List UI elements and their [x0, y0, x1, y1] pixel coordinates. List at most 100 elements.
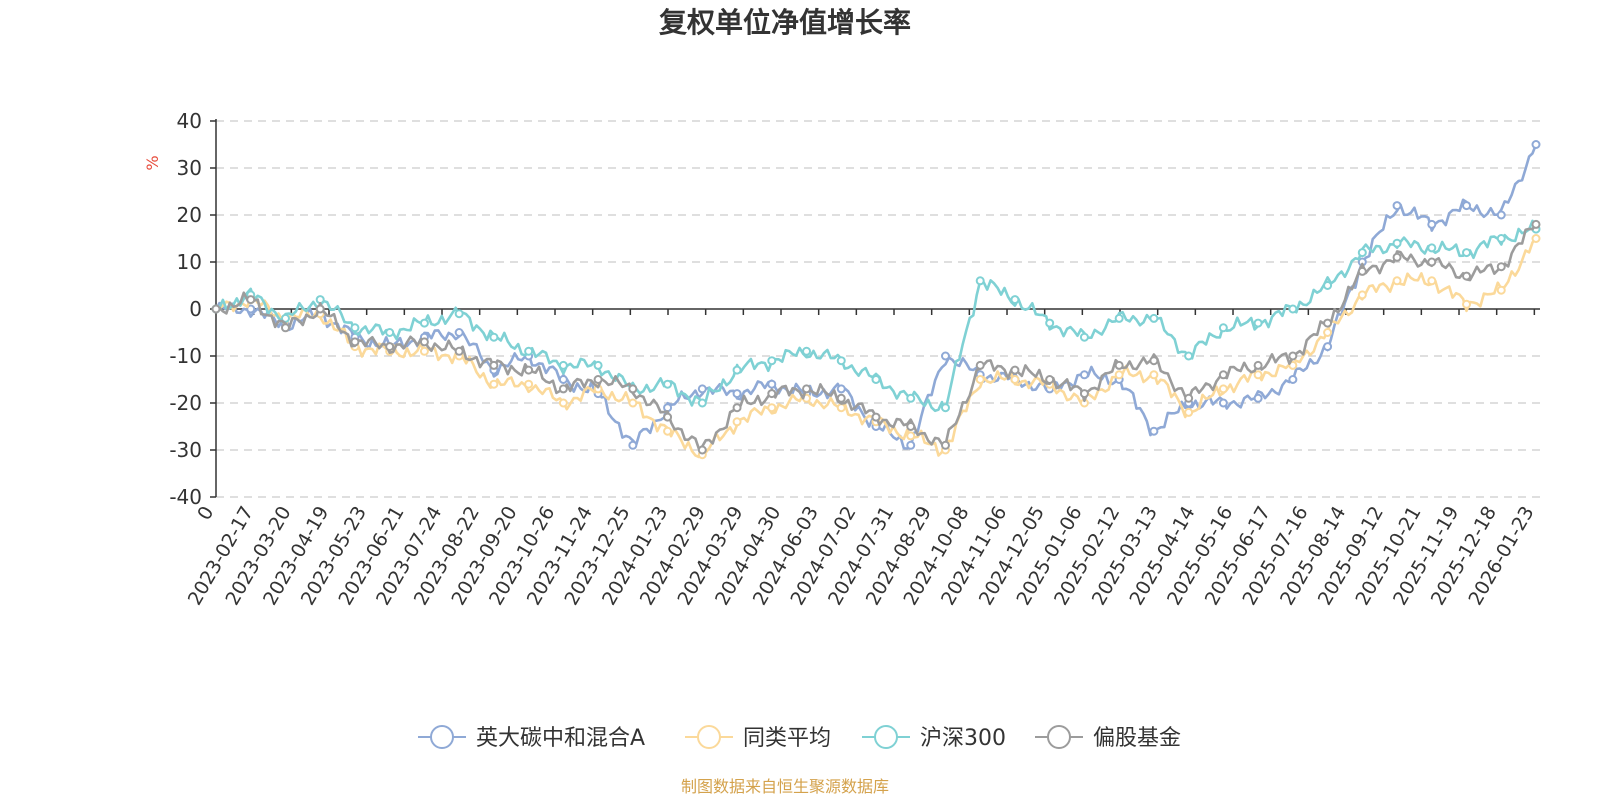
data-point — [1392, 201, 1402, 211]
data-point — [1079, 389, 1089, 399]
data-point — [489, 379, 499, 389]
data-point — [1253, 360, 1263, 370]
data-point — [1392, 252, 1402, 262]
legend-item-3[interactable]: 偏股基金 — [1035, 725, 1181, 751]
data-point — [558, 384, 568, 394]
data-point — [1149, 370, 1159, 380]
data-point — [906, 422, 916, 431]
legend-item-0[interactable]: 英大碳中和混合A — [418, 725, 645, 751]
data-point — [558, 360, 568, 370]
data-point — [385, 342, 395, 352]
data-point — [767, 403, 777, 413]
series-line-2 — [214, 219, 1538, 413]
data-point — [419, 346, 429, 356]
y-tick-label: 0 — [189, 297, 202, 321]
data-point — [1149, 426, 1159, 436]
data-point — [419, 318, 429, 328]
data-point — [419, 337, 429, 347]
data-point — [1496, 234, 1506, 243]
x-tick-label: 0 — [193, 503, 218, 524]
y-tick-label: 10 — [177, 250, 202, 274]
data-point — [1323, 318, 1333, 328]
data-point — [940, 351, 950, 361]
data-point — [489, 332, 499, 342]
data-point — [454, 309, 464, 319]
data-point — [1392, 238, 1402, 248]
y-tick-label: -40 — [169, 485, 202, 509]
data-point — [1531, 219, 1541, 229]
data-point — [385, 328, 395, 337]
data-point — [628, 440, 638, 450]
data-point — [697, 384, 707, 394]
data-point — [524, 346, 534, 356]
data-point — [454, 346, 464, 356]
y-tick-label: -10 — [169, 344, 202, 368]
y-tick-label: -30 — [169, 438, 202, 462]
y-tick-label: -20 — [169, 391, 202, 415]
data-point — [1392, 276, 1402, 286]
data-point — [1427, 276, 1437, 286]
data-point — [246, 295, 256, 305]
data-point — [1149, 356, 1159, 366]
axis-layer: 403020100-10-20-30-4002023-02-172023-03-… — [169, 109, 1540, 609]
data-point — [246, 304, 256, 314]
data-point — [1079, 332, 1089, 342]
data-point — [350, 337, 360, 347]
data-point — [1114, 360, 1124, 370]
data-point — [1149, 313, 1159, 323]
data-point — [1323, 328, 1333, 337]
y-tick-label: 20 — [177, 203, 202, 227]
data-point — [1045, 375, 1055, 384]
data-point — [836, 384, 846, 394]
data-point — [836, 356, 846, 366]
data-point — [697, 398, 707, 408]
data-point — [211, 304, 221, 314]
legend-label: 英大碳中和混合A — [476, 726, 645, 751]
chart-title: 复权单位净值增长率 — [659, 6, 911, 39]
data-point — [1184, 407, 1194, 417]
legend-label: 沪深300 — [920, 726, 1006, 751]
data-point — [628, 384, 638, 394]
data-point — [1253, 393, 1263, 403]
legend-marker-icon — [1047, 725, 1071, 749]
legend-label: 同类平均 — [743, 726, 831, 751]
data-point — [1288, 351, 1298, 361]
data-point — [1288, 375, 1298, 384]
data-point — [906, 440, 916, 450]
data-point — [1114, 313, 1124, 323]
data-point — [1010, 295, 1020, 305]
legend-marker-icon — [874, 725, 898, 749]
data-point — [1079, 370, 1089, 380]
data-point — [593, 360, 603, 370]
data-point — [767, 389, 777, 399]
data-point — [663, 426, 673, 436]
data-point — [732, 417, 742, 427]
data-point — [1253, 318, 1263, 328]
data-point — [1045, 318, 1055, 328]
data-point — [1427, 243, 1437, 253]
data-point — [454, 328, 464, 337]
data-point — [1253, 370, 1263, 380]
data-point — [1010, 375, 1020, 384]
legend-item-1[interactable]: 同类平均 — [685, 725, 831, 751]
data-point — [1357, 266, 1367, 276]
data-point — [767, 379, 777, 389]
data-point — [1427, 257, 1437, 267]
data-point — [489, 360, 499, 370]
data-point — [524, 365, 534, 375]
data-point — [975, 276, 985, 286]
legend-item-2[interactable]: 沪深300 — [862, 725, 1006, 751]
data-point — [871, 375, 881, 384]
data-point — [767, 356, 777, 366]
legend-marker-icon — [430, 725, 454, 749]
data-point — [871, 412, 881, 422]
data-point — [558, 375, 568, 384]
data-point — [1184, 351, 1194, 361]
data-point — [1462, 271, 1472, 281]
data-point — [802, 346, 812, 356]
y-tick-label: 40 — [177, 109, 202, 133]
data-point — [940, 440, 950, 450]
series-layer — [211, 140, 1541, 460]
data-point — [732, 365, 742, 375]
